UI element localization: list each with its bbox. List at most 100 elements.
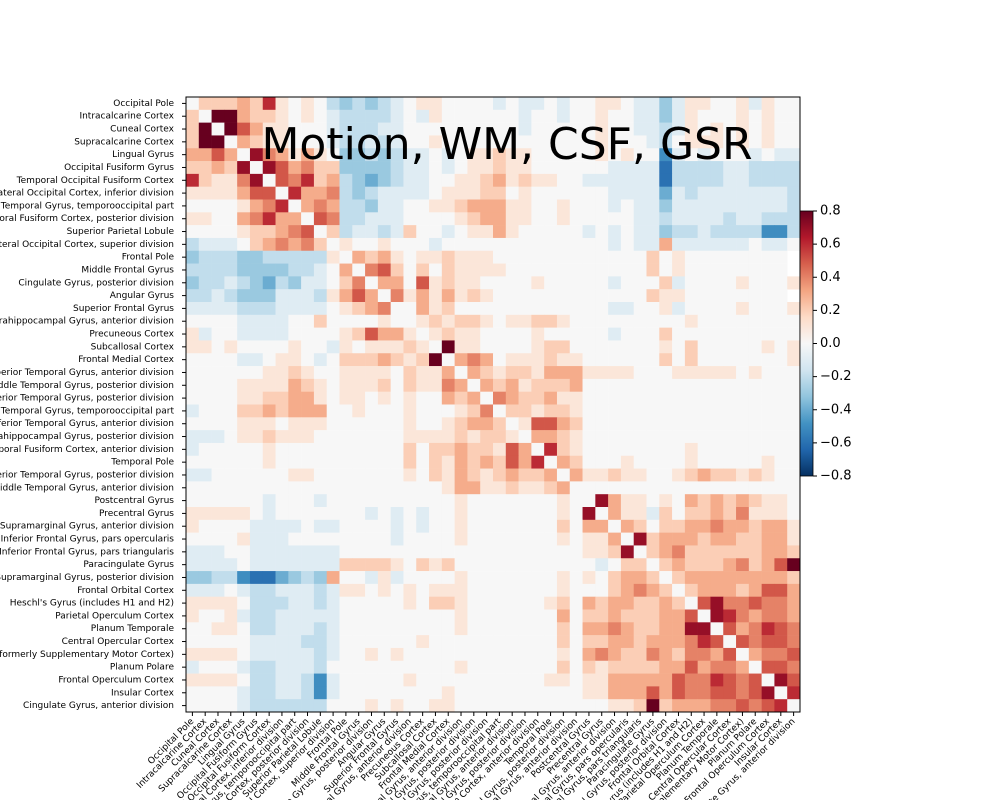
cell [620, 186, 635, 200]
cell [198, 455, 212, 469]
cell [198, 430, 212, 444]
cell [646, 161, 660, 175]
cell [377, 97, 391, 111]
cell [659, 647, 673, 662]
cell [505, 442, 519, 457]
cell [761, 404, 775, 418]
cell [710, 430, 724, 444]
cell [249, 686, 264, 700]
cell [608, 327, 622, 341]
cell [326, 225, 340, 239]
cell [493, 519, 507, 533]
cell [480, 673, 494, 687]
y-tick-label: Temporal Fusiform Cortex, anterior divis… [0, 445, 174, 455]
cell [313, 353, 328, 367]
cell [608, 340, 622, 354]
cell [352, 583, 366, 597]
cell [620, 340, 635, 354]
cell [326, 404, 340, 418]
cell [365, 404, 379, 418]
cell [390, 455, 404, 469]
cell [608, 468, 622, 482]
cell [493, 148, 507, 162]
cell [697, 686, 711, 700]
cell [620, 647, 635, 662]
cell [736, 161, 750, 175]
cell [620, 430, 635, 444]
cell [723, 519, 737, 533]
cell [198, 468, 212, 482]
cell [736, 699, 750, 713]
cell [237, 340, 251, 354]
y-tick-label: Parahippocampal Gyrus, anterior division [0, 317, 174, 327]
cell [275, 455, 289, 469]
cell [467, 212, 481, 226]
cell [249, 148, 264, 162]
cell [684, 660, 698, 674]
cell [787, 237, 801, 252]
cell [326, 314, 340, 328]
cell [390, 173, 404, 187]
cell [710, 378, 724, 392]
cell [787, 417, 801, 431]
cell [569, 135, 583, 149]
cell [723, 225, 737, 239]
cell [480, 250, 494, 264]
cell [723, 276, 737, 290]
cell [659, 686, 673, 700]
cell [352, 673, 366, 687]
cell [569, 97, 583, 111]
cell [659, 455, 673, 469]
cell [416, 494, 430, 508]
cell [403, 404, 417, 418]
cell [198, 571, 212, 585]
cell [774, 571, 788, 585]
cell [684, 417, 698, 431]
cell [620, 237, 635, 252]
cell [275, 635, 289, 649]
cell [454, 122, 468, 136]
cell [365, 237, 379, 252]
cell [774, 583, 788, 597]
cell [787, 545, 801, 559]
cell [211, 122, 225, 136]
cell [429, 430, 443, 444]
cell [288, 378, 302, 392]
cell [608, 660, 622, 674]
cell [390, 212, 404, 226]
cell [697, 468, 711, 482]
cell [633, 263, 647, 277]
cell [710, 237, 724, 252]
cell [659, 276, 673, 290]
cell [531, 250, 545, 264]
cell [620, 442, 635, 457]
cell [249, 442, 264, 457]
cell [633, 596, 647, 610]
cell [748, 647, 762, 662]
cell [377, 173, 391, 187]
cell [313, 596, 328, 610]
cell [684, 507, 698, 521]
cell [544, 263, 558, 277]
cell [365, 468, 379, 482]
cell [620, 532, 635, 546]
cell [633, 302, 647, 316]
colorbar-tick-label: −0.4 [820, 402, 852, 417]
cell [569, 417, 583, 431]
cell [582, 186, 596, 200]
cell [582, 647, 596, 662]
cell [697, 327, 711, 341]
cell [633, 558, 647, 572]
cell [288, 366, 302, 380]
cell [736, 622, 750, 636]
cell [569, 340, 583, 354]
cell [211, 430, 225, 444]
cell [467, 250, 481, 264]
cell [377, 596, 391, 610]
cell [595, 314, 609, 328]
cell [275, 558, 289, 572]
cell [403, 583, 417, 597]
cell [556, 430, 571, 444]
cell [556, 289, 571, 303]
cell [288, 647, 302, 662]
